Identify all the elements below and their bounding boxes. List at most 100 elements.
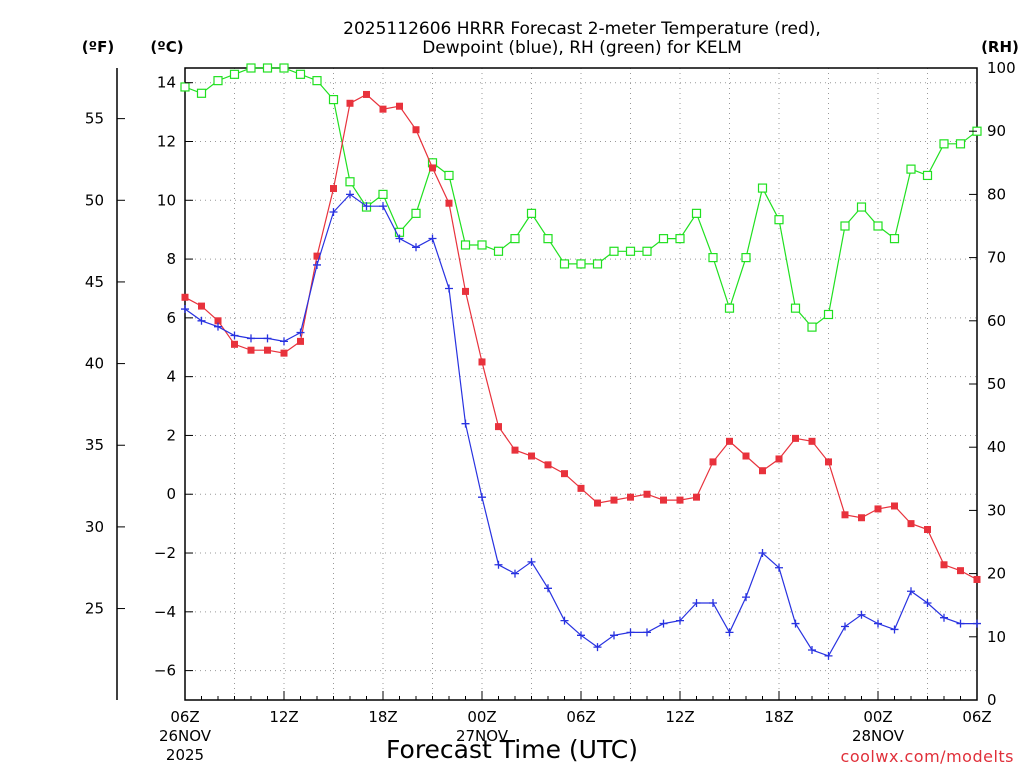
rh-point [592,259,603,269]
dewpoint-point [956,619,965,628]
temperature-point [198,302,205,310]
temperature-point [594,499,601,507]
rh-point [328,94,339,105]
dewpoint-point [907,587,915,596]
grid-lines [185,68,977,700]
temperature-point [973,575,981,583]
dewpoint-point [610,631,618,640]
rh-point [906,164,916,174]
rh-point [625,246,636,256]
temperature-point [907,520,915,528]
dewpoint-point [824,651,833,660]
dewpoint-point [494,560,503,569]
celsius-tick-label: 6 [166,309,176,327]
rh-point [807,322,817,332]
temperature-point [924,526,931,534]
dewpoint-point [676,616,684,625]
dewpoint-point [890,625,899,634]
celsius-tick-label: 10 [157,191,176,209]
temperature-point [330,185,337,193]
rh-tick-label: 100 [987,59,1016,77]
temperature-point [313,252,321,260]
x-date-label: 26NOV [159,727,212,745]
temperature-point [528,452,535,460]
fahrenheit-tick-label: 40 [85,355,104,373]
x-tick-label: 12Z [665,708,694,726]
temperature-point [693,493,700,501]
temperature-point [280,349,288,357]
x-tick-label: 18Z [764,708,793,726]
temperature-point [544,461,552,469]
celsius-tick-label: 2 [166,426,176,444]
x-date-label: 28NOV [852,727,905,745]
temperature-point [775,455,783,463]
x-tick-label: 00Z [467,708,496,726]
temperature-point [511,446,519,454]
temperature-point [577,484,585,492]
rh-point [411,208,421,218]
temperature-point [676,496,684,504]
dewpoint-point [643,628,651,637]
rh-point [345,177,355,187]
dewpoint-point [329,208,338,217]
x-tick-label: 18Z [368,708,397,726]
rh-point [180,82,190,92]
dewpoint-point [197,316,206,325]
temperature-point [379,105,387,113]
rh-point [856,202,867,212]
dewpoint-point [560,616,569,625]
rh-point [493,246,504,256]
rh-point [774,215,784,225]
rh-point [823,309,834,320]
x-tick-label: 00Z [863,708,892,726]
temperature-point [957,567,964,575]
chart-title-line2: Dewpoint (blue), RH (green) for KELM [422,38,742,58]
rh-tick-label: 20 [987,565,1006,583]
rh-tick-label: 60 [987,312,1006,330]
temperature-point [726,437,733,445]
rh-point [576,259,586,269]
temperature-point [297,337,304,345]
rh-tick-label: 70 [987,249,1006,267]
dewpoint-point [742,593,750,602]
temperature-point [396,102,403,110]
temperature-point [610,496,618,504]
rh-unit-label: (RH) [981,38,1019,56]
rh-point [559,259,570,269]
rh-point [609,246,619,256]
dewpoint-point [874,619,882,628]
fahrenheit-tick-label: 45 [85,273,104,291]
rh-point [477,240,487,250]
dewpoint-point [577,631,585,640]
celsius-tick-label: 4 [166,368,176,386]
x-axis-title: Forecast Time (UTC) [386,735,638,764]
dewpoint-point [808,646,816,655]
temperature-point [445,199,453,207]
temperature-point [808,437,816,445]
x-year-label: 2025 [166,746,204,764]
rh-point [295,69,306,79]
dewpoint-point [478,493,486,502]
rh-tick-label: 30 [987,501,1006,519]
fahrenheit-tick-label: 25 [85,600,104,618]
rh-point [939,139,949,149]
temperature-point [429,164,436,172]
x-tick-label: 06Z [962,708,991,726]
x-tick-label: 12Z [269,708,298,726]
rh-point [708,253,718,263]
temperature-point [627,493,634,501]
dewpoint-point [758,549,767,558]
rh-point [922,170,933,181]
rh-tick-label: 10 [987,628,1006,646]
dewpoint-point [709,598,717,607]
rh-point [790,303,801,313]
temperature-point [247,346,255,354]
dewpoint-point [313,260,321,269]
temperature-point [478,358,486,366]
rh-point [246,63,256,73]
temperature-point [841,511,849,519]
rh-point [955,139,966,149]
temperature-point [858,514,865,522]
rh-point [378,189,388,199]
rh-point [757,183,768,193]
